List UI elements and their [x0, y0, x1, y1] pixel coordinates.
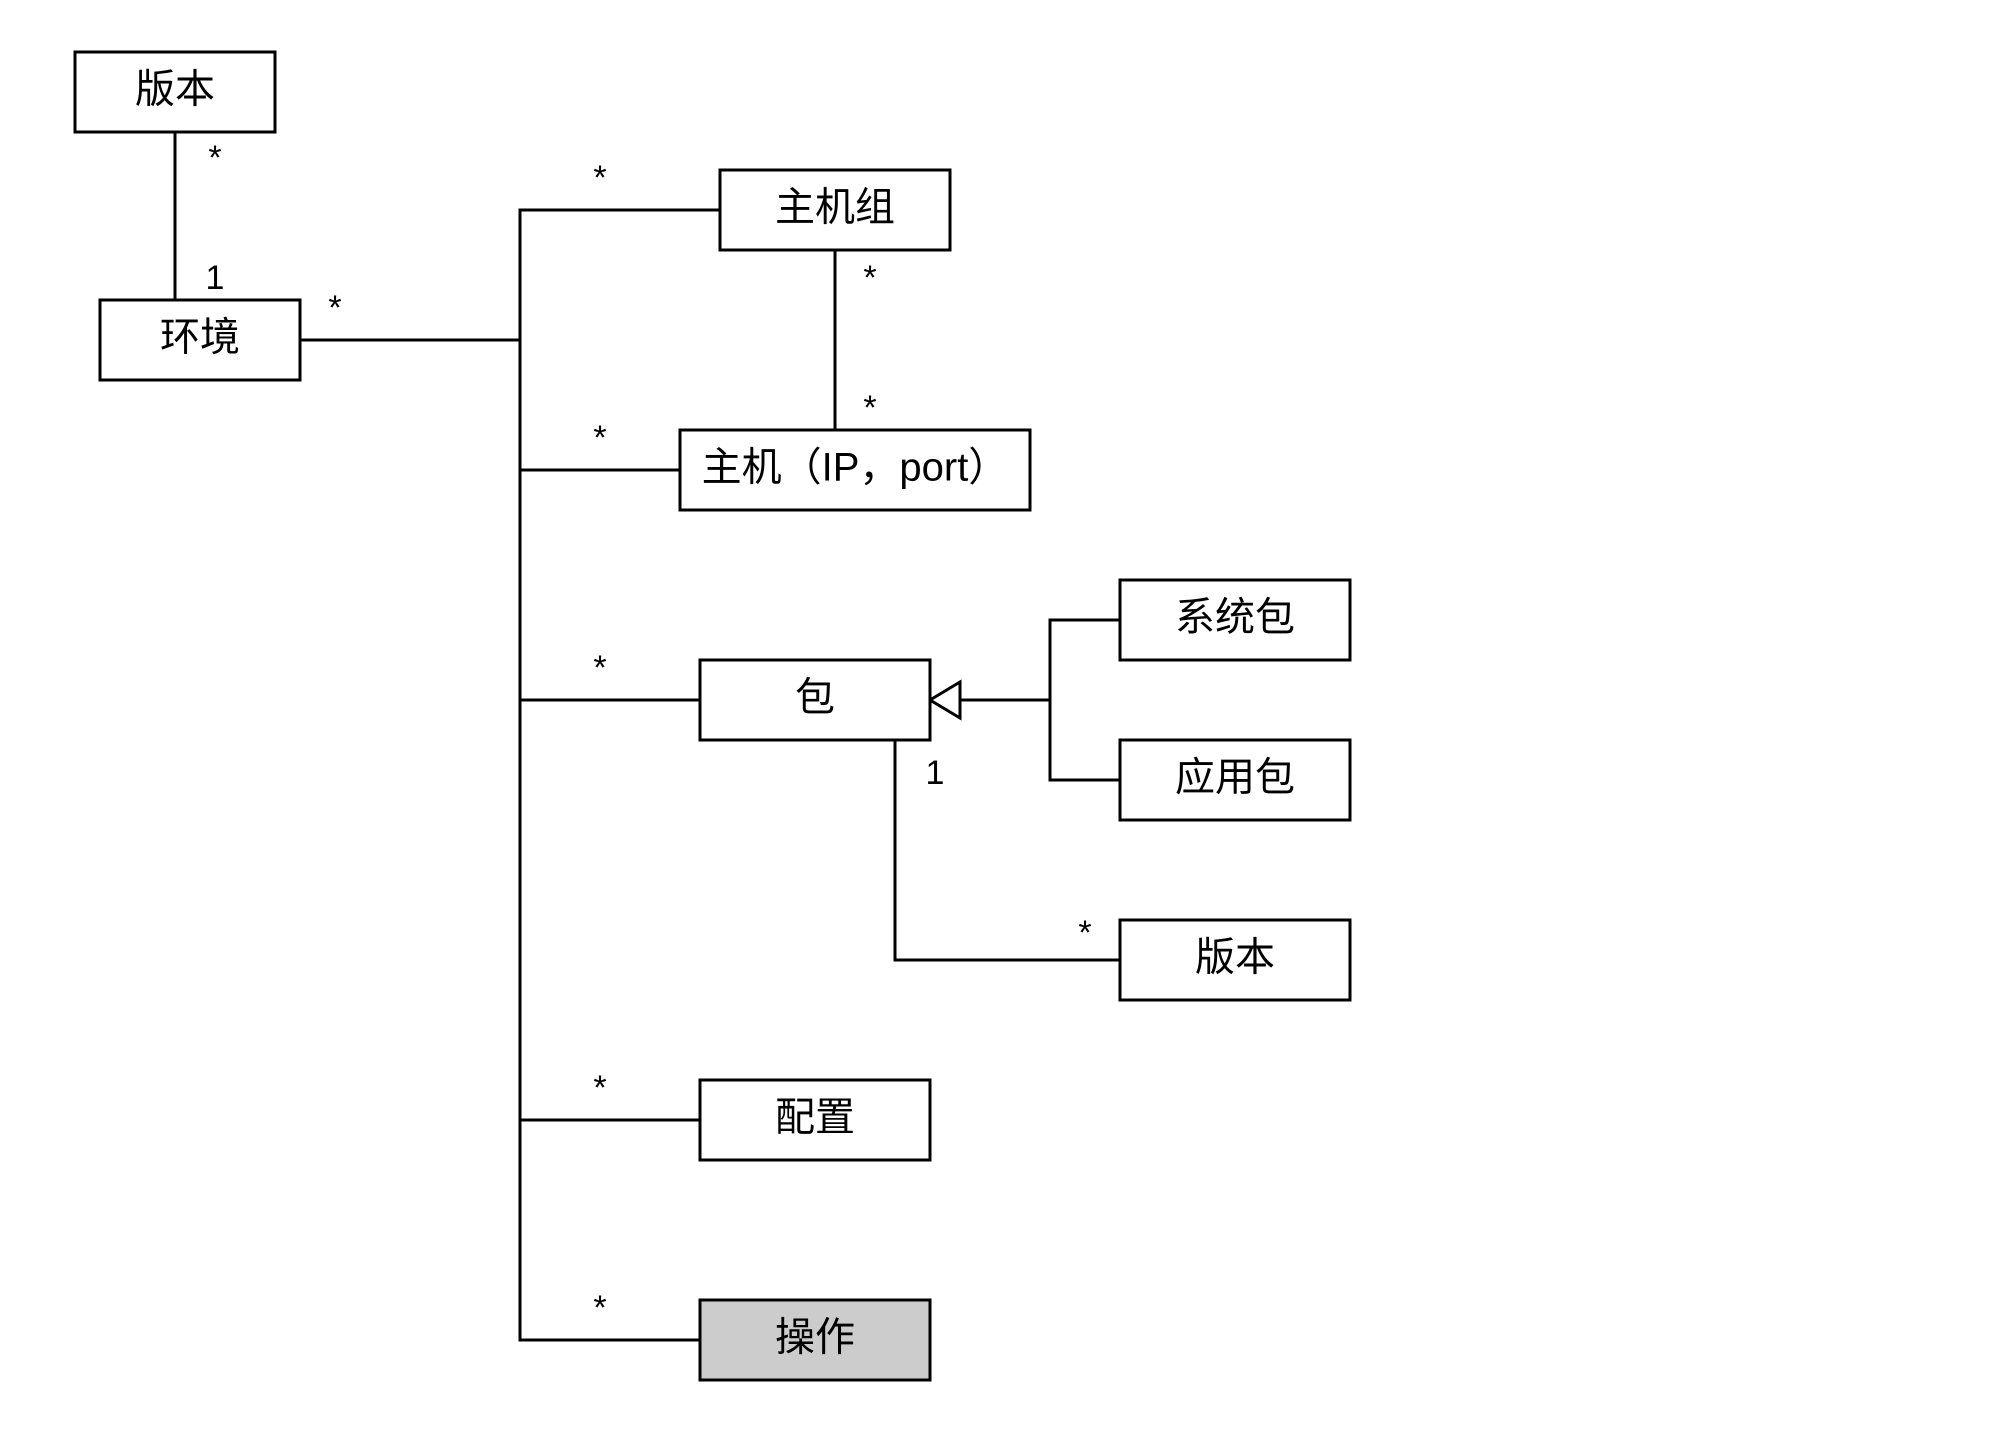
multiplicity: *: [1078, 914, 1091, 952]
node-label-environment: 环境: [160, 316, 240, 360]
edge-environment-config: [520, 700, 700, 1120]
node-label-version_pkg: 版本: [1195, 936, 1275, 980]
multiplicity: *: [208, 139, 221, 177]
uml-diagram: 版本环境主机组主机（IP，port）包系统包应用包版本配置操作*1*******…: [0, 0, 1992, 1438]
multiplicity: *: [593, 649, 606, 687]
multiplicity: 1: [926, 754, 945, 792]
multiplicity: *: [593, 1289, 606, 1327]
multiplicity: *: [863, 389, 876, 427]
multiplicity: *: [593, 1069, 606, 1107]
node-label-operation: 操作: [775, 1316, 855, 1360]
multiplicity: *: [593, 159, 606, 197]
edge-environment-package: [520, 470, 700, 700]
multiplicity: *: [863, 259, 876, 297]
multiplicity: *: [328, 289, 341, 327]
edge-sys_package-package: [960, 620, 1120, 700]
edge-app_package-package: [1050, 700, 1120, 780]
node-label-package: 包: [795, 676, 835, 720]
node-label-config: 配置: [775, 1096, 855, 1140]
node-label-host: 主机（IP，port）: [702, 446, 1009, 490]
edge-environment-operation: [520, 1120, 700, 1340]
multiplicity: 1: [206, 259, 225, 297]
node-label-host_group: 主机组: [775, 186, 895, 230]
node-label-version_top: 版本: [135, 68, 215, 112]
node-label-app_package: 应用包: [1175, 756, 1295, 800]
edge-environment-host_group: [300, 210, 720, 340]
generalization-arrowhead: [930, 682, 960, 718]
multiplicity: *: [593, 419, 606, 457]
node-label-sys_package: 系统包: [1175, 596, 1295, 640]
